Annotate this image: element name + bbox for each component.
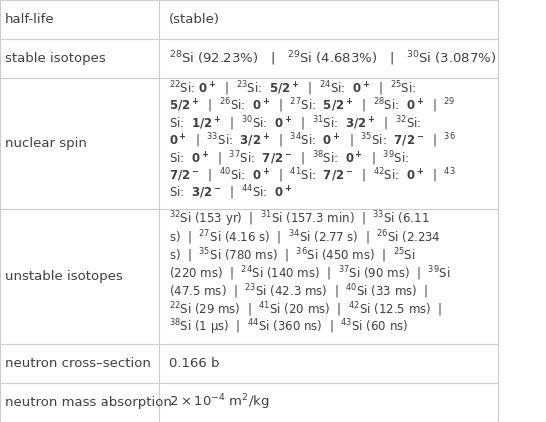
- Text: (220 ms)  |  $^{24}$Si (140 ms)  |  $^{37}$Si (90 ms)  |  $^{39}$Si: (220 ms) | $^{24}$Si (140 ms) | $^{37}$S…: [169, 264, 450, 283]
- Text: s)  |  $^{27}$Si (4.16 s)  |  $^{34}$Si (2.77 s)  |  $^{26}$Si (2.234: s) | $^{27}$Si (4.16 s) | $^{34}$Si (2.7…: [169, 228, 441, 247]
- Text: $\mathbf{7/2^-}$  |  $^{40}$Si:  $\mathbf{0^+}$  |  $^{41}$Si:  $\mathbf{7/2^-}$: $\mathbf{7/2^-}$ | $^{40}$Si: $\mathbf{0…: [169, 166, 456, 185]
- Text: (47.5 ms)  |  $^{23}$Si (42.3 ms)  |  $^{40}$Si (33 ms)  |: (47.5 ms) | $^{23}$Si (42.3 ms) | $^{40}…: [169, 282, 429, 301]
- Text: $^{28}$Si (92.23%)   |   $^{29}$Si (4.683%)   |   $^{30}$Si (3.087%): $^{28}$Si (92.23%) | $^{29}$Si (4.683%) …: [169, 49, 497, 68]
- Text: $2\times10^{-4}$ m$^2$/kg: $2\times10^{-4}$ m$^2$/kg: [169, 392, 270, 412]
- Text: s)  |  $^{35}$Si (780 ms)  |  $^{36}$Si (450 ms)  |  $^{25}$Si: s) | $^{35}$Si (780 ms) | $^{36}$Si (450…: [169, 246, 416, 265]
- Text: $^{22}$Si (29 ms)  |  $^{41}$Si (20 ms)  |  $^{42}$Si (12.5 ms)  |: $^{22}$Si (29 ms) | $^{41}$Si (20 ms) | …: [169, 300, 442, 319]
- Text: 0.166 b: 0.166 b: [169, 357, 219, 370]
- Text: stable isotopes: stable isotopes: [5, 52, 106, 65]
- Text: Si:  $\mathbf{0^+}$  |  $^{37}$Si:  $\mathbf{7/2^-}$  |  $^{38}$Si:  $\mathbf{0^: Si: $\mathbf{0^+}$ | $^{37}$Si: $\mathbf…: [169, 149, 410, 168]
- Text: nuclear spin: nuclear spin: [5, 137, 87, 150]
- Text: $\mathbf{5/2^+}$  |  $^{26}$Si:  $\mathbf{0^+}$  |  $^{27}$Si:  $\mathbf{5/2^+}$: $\mathbf{5/2^+}$ | $^{26}$Si: $\mathbf{0…: [169, 97, 456, 116]
- Text: neutron mass absorption: neutron mass absorption: [5, 396, 172, 409]
- Text: neutron cross–section: neutron cross–section: [5, 357, 151, 370]
- Text: (stable): (stable): [169, 13, 220, 26]
- Text: half-life: half-life: [5, 13, 55, 26]
- Text: unstable isotopes: unstable isotopes: [5, 270, 123, 283]
- Text: $\mathbf{0^+}$  |  $^{33}$Si:  $\mathbf{3/2^+}$  |  $^{34}$Si:  $\mathbf{0^+}$  : $\mathbf{0^+}$ | $^{33}$Si: $\mathbf{3/2…: [169, 132, 456, 150]
- Text: $^{38}$Si (1 µs)  |  $^{44}$Si (360 ns)  |  $^{43}$Si (60 ns): $^{38}$Si (1 µs) | $^{44}$Si (360 ns) | …: [169, 318, 408, 337]
- Text: $^{22}$Si: $\mathbf{0^+}$  |  $^{23}$Si:  $\mathbf{5/2^+}$  |  $^{24}$Si:  $\mat: $^{22}$Si: $\mathbf{0^+}$ | $^{23}$Si: $…: [169, 79, 417, 98]
- Text: Si:  $\mathbf{1/2^+}$  |  $^{30}$Si:  $\mathbf{0^+}$  |  $^{31}$Si:  $\mathbf{3/: Si: $\mathbf{1/2^+}$ | $^{30}$Si: $\math…: [169, 114, 422, 133]
- Text: $^{32}$Si (153 yr)  |  $^{31}$Si (157.3 min)  |  $^{33}$Si (6.11: $^{32}$Si (153 yr) | $^{31}$Si (157.3 mi…: [169, 210, 430, 230]
- Text: Si:  $\mathbf{3/2^-}$  |  $^{44}$Si:  $\mathbf{0^+}$: Si: $\mathbf{3/2^-}$ | $^{44}$Si: $\math…: [169, 184, 293, 203]
